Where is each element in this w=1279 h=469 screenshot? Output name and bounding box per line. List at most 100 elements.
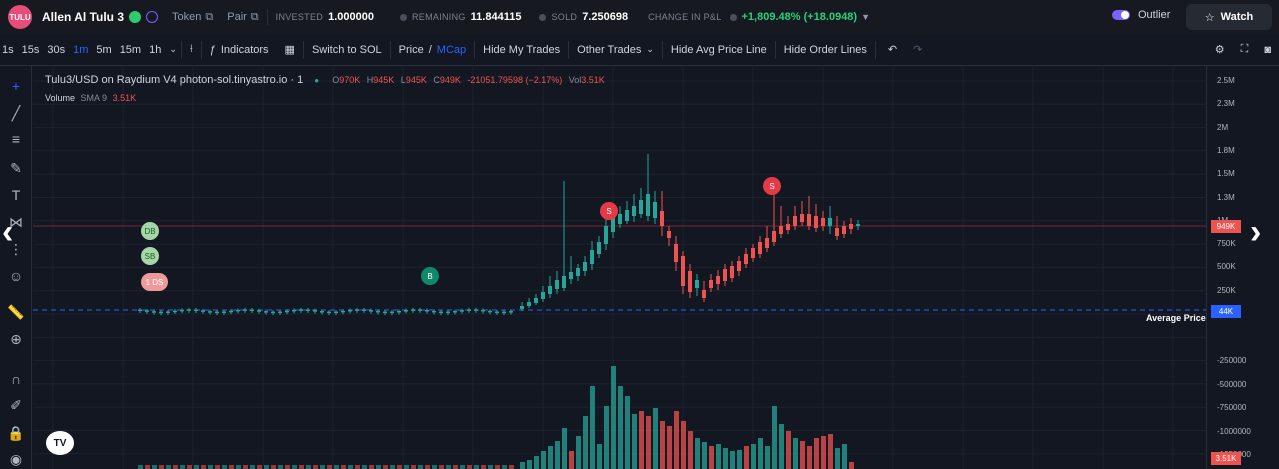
candle-body	[488, 310, 492, 313]
candle-body	[341, 310, 345, 313]
volume-bar	[299, 465, 304, 469]
fib-icon[interactable]: ≡	[11, 131, 21, 147]
chevron-down-icon[interactable]: ▼	[861, 12, 871, 22]
divider	[266, 9, 268, 25]
volume-bar	[639, 411, 644, 469]
candle-body	[495, 311, 499, 314]
volume-bar	[611, 366, 616, 469]
price-chart[interactable]	[33, 66, 1206, 469]
volume-bar	[828, 434, 833, 469]
hide-order-lines-button[interactable]: Hide Order Lines	[783, 43, 867, 56]
y-tick: -750000	[1217, 403, 1247, 412]
volume-bar	[208, 465, 213, 469]
switch-sol-button[interactable]: Switch to SOL	[311, 43, 382, 56]
redo-icon[interactable]: ↷	[913, 44, 923, 56]
volume-bar	[520, 462, 525, 469]
crosshair-icon[interactable]: +	[11, 78, 21, 94]
timeframe-15m[interactable]: 15m	[119, 43, 142, 56]
eye-icon[interactable]: ◉	[9, 450, 23, 467]
forecast-icon[interactable]: ⋮	[9, 240, 23, 257]
candle-type-button[interactable]: ⟊	[182, 43, 201, 56]
volume-bar	[201, 465, 206, 469]
volume-bar	[667, 426, 672, 469]
last-price-tag: 949K	[1211, 220, 1241, 233]
camera-icon[interactable]: ◙	[1264, 43, 1271, 56]
trend-line-icon[interactable]: ╱	[11, 104, 21, 121]
pattern-icon[interactable]: ⋈	[9, 213, 23, 230]
y-tick: -1000000	[1217, 427, 1251, 436]
volume-bar	[453, 465, 458, 469]
dev-buy-marker[interactable]: DB	[141, 222, 159, 240]
lock-drawing-icon[interactable]: ✐	[10, 396, 22, 413]
sniper-buy-marker[interactable]: SB	[141, 247, 159, 265]
text-icon[interactable]: T	[11, 187, 21, 203]
pair-link[interactable]: Pair ⧉	[227, 11, 258, 24]
candle-body	[793, 216, 797, 226]
watch-button[interactable]: ☆ Watch	[1186, 4, 1272, 30]
dev-sell-marker[interactable]: 1 DS	[141, 273, 168, 291]
chevron-left-icon[interactable]: ‹	[2, 213, 14, 251]
candle-body	[509, 311, 513, 313]
price-mcap-toggle[interactable]: Price / MCap	[391, 44, 474, 56]
price-axis[interactable]: 2.5M 2.3M 2M 1.8M 1.5M 1.3M 1M 750K 500K…	[1206, 66, 1279, 469]
other-trades-dropdown[interactable]: Other Trades ⌄	[569, 44, 662, 56]
volume-bar	[264, 465, 269, 469]
fullscreen-icon[interactable]: ⛶	[1240, 43, 1249, 55]
hide-my-trades-button[interactable]: Hide My Trades	[483, 43, 561, 56]
candle-body	[194, 309, 198, 312]
sell-marker[interactable]: S	[763, 177, 781, 195]
timeframe-1m[interactable]: 1m	[73, 43, 89, 56]
candle-body	[460, 310, 464, 312]
candle-body	[215, 311, 219, 314]
candle-body	[383, 311, 387, 314]
chevron-down-icon[interactable]: ⌄	[169, 44, 177, 54]
magnet-icon[interactable]: ∩	[10, 371, 22, 387]
volume-bar	[709, 446, 714, 469]
settings-gear-icon[interactable]: ⚙	[1214, 44, 1225, 56]
timeframe-1h[interactable]: 1h	[149, 43, 162, 56]
zoom-icon[interactable]: ⊕	[10, 330, 22, 347]
buy-marker[interactable]: B	[421, 267, 439, 285]
ruler-icon[interactable]: 📏	[7, 303, 25, 320]
candle-body	[362, 309, 366, 311]
token-link[interactable]: Token ⧉	[172, 11, 213, 24]
indicators-button[interactable]: ƒ Indicators	[202, 44, 277, 56]
lock-icon[interactable]: 🔒	[7, 424, 25, 441]
drawing-toolbar: + ╱ ≡ ✎ T ⋈ ⋮ ☺ 📏 ⊕ ∩ ✐ 🔒 ◉	[0, 66, 32, 469]
candle-body	[257, 310, 261, 312]
volume-bar	[835, 448, 840, 469]
volume-bar	[278, 465, 283, 469]
volume-bar	[236, 465, 241, 469]
volume-bar	[320, 465, 325, 469]
brush-icon[interactable]: ✎	[10, 159, 22, 176]
volume-bar	[842, 444, 847, 469]
layouts-button[interactable]: ▦	[277, 43, 303, 56]
timeframe-30s[interactable]: 30s	[47, 43, 66, 56]
volume-bar	[495, 465, 500, 469]
open-label: O	[332, 75, 340, 85]
tradingview-logo-icon[interactable]: TV	[46, 431, 74, 455]
emoji-icon[interactable]: ☺	[8, 268, 24, 284]
verified-icon	[129, 11, 142, 23]
candle-body	[660, 211, 664, 226]
candle-body	[716, 276, 720, 284]
close-value: 949K	[439, 75, 461, 85]
candle-body	[849, 224, 853, 229]
chart-legend: Tulu3/USD on Raydium V4 photon-sol.tinya…	[45, 74, 605, 86]
timeframe-5m[interactable]: 5m	[96, 43, 112, 56]
hide-avg-price-button[interactable]: Hide Avg Price Line	[670, 43, 767, 56]
candle-body	[229, 310, 233, 313]
timeframe-1s[interactable]: 1s	[2, 43, 14, 56]
candle-body	[807, 214, 811, 226]
chevron-right-icon[interactable]: ›	[1250, 213, 1262, 251]
toggle-switch[interactable]	[1112, 10, 1130, 20]
candle-body	[548, 286, 552, 294]
undo-icon[interactable]: ↶	[887, 44, 898, 56]
sell-marker[interactable]: S	[600, 202, 618, 220]
volume-bar	[590, 386, 595, 469]
y-tick: -500000	[1217, 380, 1247, 389]
candle-body	[688, 271, 692, 292]
other-trades-label: Other Trades	[577, 43, 642, 56]
timeframe-15s[interactable]: 15s	[21, 43, 40, 56]
outlier-toggle[interactable]: Outlier	[1112, 9, 1170, 21]
